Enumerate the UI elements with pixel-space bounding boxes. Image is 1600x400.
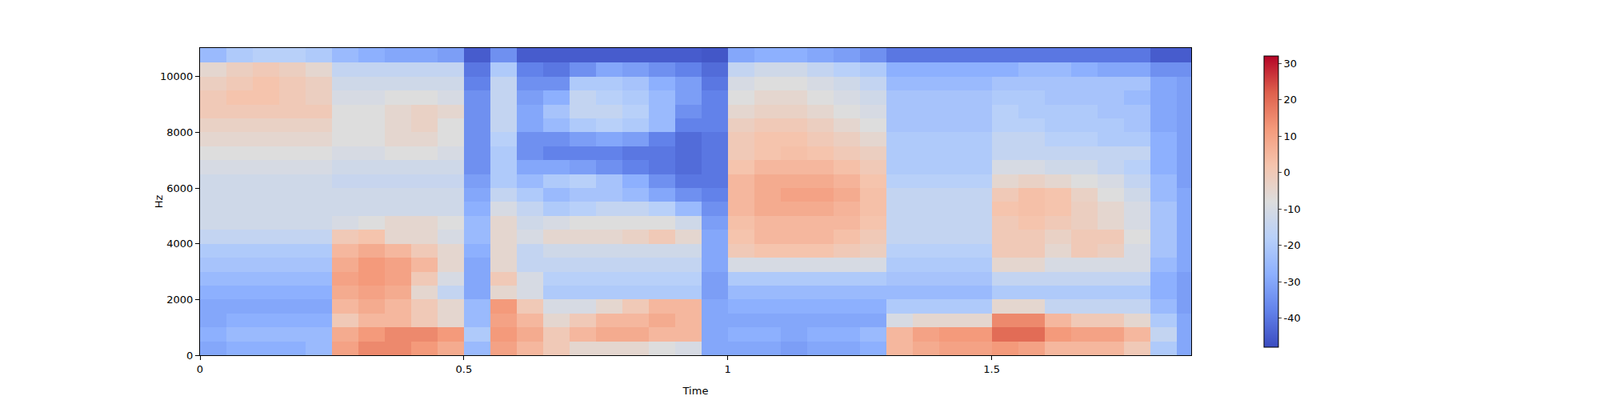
svg-text:30: 30 (1284, 57, 1298, 70)
svg-text:0: 0 (196, 363, 204, 376)
svg-text:1: 1 (724, 363, 732, 376)
svg-text:-30: -30 (1284, 276, 1301, 288)
svg-text:-10: -10 (1284, 203, 1301, 216)
svg-text:0: 0 (1284, 166, 1291, 179)
svg-text:1.5: 1.5 (983, 363, 1000, 376)
svg-text:10000: 10000 (160, 70, 193, 83)
svg-text:2000: 2000 (166, 293, 193, 306)
svg-text:Time: Time (682, 384, 709, 397)
svg-text:-20: -20 (1284, 239, 1301, 252)
svg-text:0: 0 (186, 349, 193, 362)
svg-text:10: 10 (1284, 130, 1298, 143)
svg-text:8000: 8000 (166, 126, 193, 139)
svg-text:-40: -40 (1284, 312, 1301, 324)
svg-text:Hz: Hz (152, 195, 165, 209)
svg-text:6000: 6000 (166, 182, 193, 195)
svg-text:4000: 4000 (166, 237, 193, 250)
svg-text:20: 20 (1284, 93, 1298, 106)
svg-text:0.5: 0.5 (456, 363, 473, 376)
